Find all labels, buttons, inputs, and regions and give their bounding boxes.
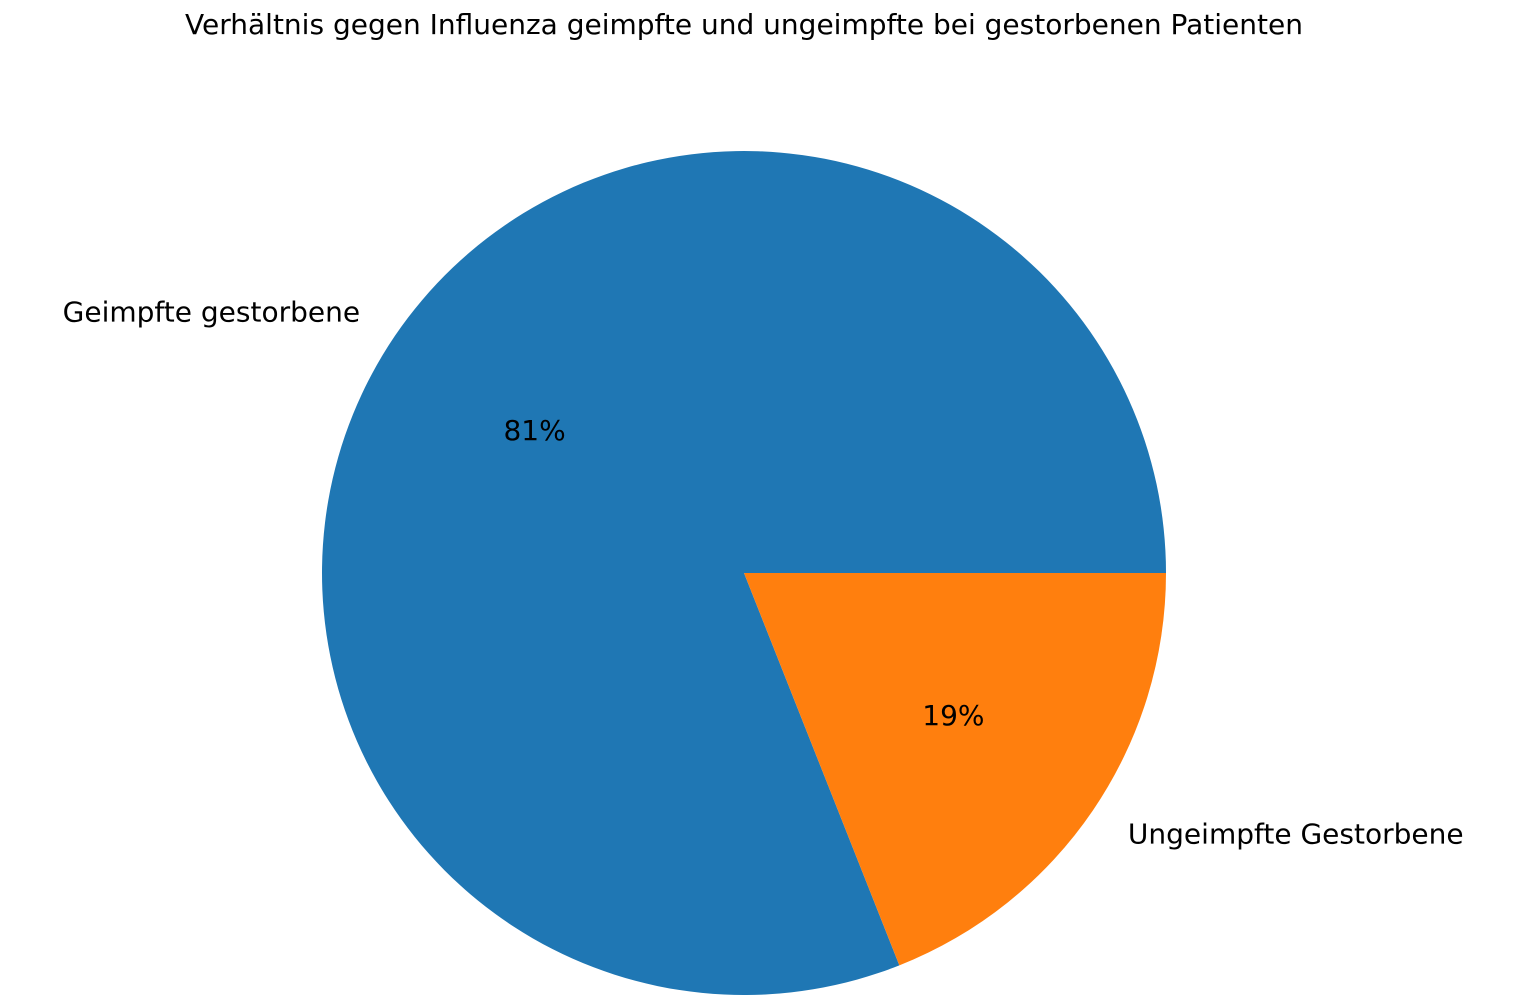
pie-slices xyxy=(322,150,1166,996)
slice-percent-label: 19% xyxy=(922,699,984,732)
pie-slice xyxy=(744,573,1166,966)
chart-title: Verhältnis gegen Influenza geimpfte und … xyxy=(185,8,1303,41)
slice-category-label: Geimpfte gestorbene xyxy=(63,296,360,329)
slice-category-label: Ungeimpfte Gestorbene xyxy=(1128,817,1464,850)
pie-labels: 81% Geimpfte gestorbene 19% Ungeimpfte Gest… xyxy=(63,296,1464,851)
slice-percent-label: 81% xyxy=(503,414,565,447)
